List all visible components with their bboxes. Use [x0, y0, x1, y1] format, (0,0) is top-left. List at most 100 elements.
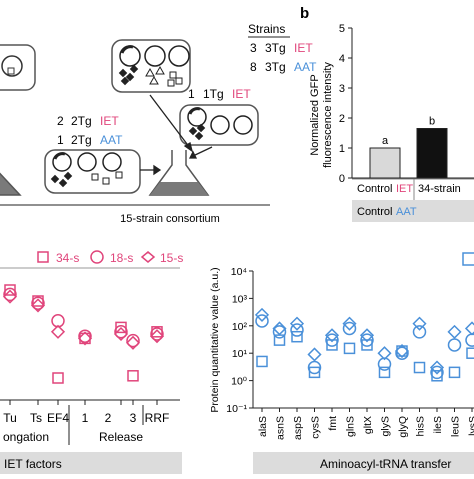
panel-d-tick-label: alaS: [257, 416, 269, 437]
panel-c: 34-s 18-s 15-s Tu Ts EF4 1 2 3 RRF ongation Re…: [0, 250, 183, 474]
legend-15s: 15-s: [160, 251, 183, 265]
panel-d-tick-label: leuS: [450, 416, 462, 437]
panel-d-tick-label: aspS: [292, 416, 304, 440]
table-row2-bg: [352, 200, 474, 222]
right-plate-cell-1: [187, 107, 207, 127]
left-plate-square: [7, 67, 15, 75]
point-glyQ: [395, 346, 409, 360]
strain-row-1-type: IET: [294, 41, 313, 55]
panel-d-tick-label: asnS: [275, 416, 287, 440]
panel-d-ylabel: Protein quantitative value (a.u.): [209, 267, 221, 412]
panel-c-footer: IET factors: [4, 457, 62, 471]
panel-b-ytick-label: 3: [339, 83, 345, 95]
point-18-s: [3, 287, 17, 302]
top-plate-cell-3: [168, 45, 190, 67]
left-plate: [0, 44, 36, 91]
point-aspS: [291, 330, 303, 343]
panel-d-tick-label: hisS: [415, 416, 427, 436]
panel-c-tick-label: EF4: [47, 411, 69, 425]
panel-d-tick-label: ileS: [432, 416, 444, 434]
mid-plate-cell-3: [102, 152, 122, 172]
right-row-count: 1: [188, 87, 195, 101]
mid-row-2-name: 2Tg: [71, 133, 92, 147]
top-plate-cell-1: [119, 45, 141, 67]
point-gltX: [360, 333, 374, 347]
panel-d-ytick-label: 10¹: [232, 348, 248, 360]
panel-b-marks: ab: [369, 116, 448, 179]
panel-c-tick-label: 2: [105, 411, 112, 425]
table-row1-label: Control: [357, 183, 392, 195]
panel-d-ytick-label: 10³: [232, 293, 248, 305]
right-row-type: IET: [232, 87, 251, 101]
bar-Control: [369, 147, 401, 179]
top-plate-open-colonies: [145, 65, 183, 87]
point-hisS: [412, 316, 427, 331]
panel-d-tick-label: fmt: [327, 416, 339, 431]
point-aspS: [290, 323, 304, 337]
panel-b-ytick-label: 2: [339, 113, 345, 125]
panel-c-tick-label: Tu: [3, 411, 17, 425]
strains-heading: Strains: [248, 22, 285, 36]
point-cysS: [307, 347, 322, 362]
point-glnS: [342, 316, 357, 331]
panel-b-label: b: [300, 5, 309, 22]
panel-c-tick-label: 1: [82, 411, 89, 425]
panel-d-ytick-label: 10⁰: [231, 376, 248, 388]
point-gltX: [359, 328, 375, 343]
point-lysS: [466, 347, 474, 359]
point-18-s: [126, 333, 140, 348]
point-15-s: [77, 331, 93, 346]
point-34-s: [127, 370, 139, 382]
strain-row-2-type: AAT: [294, 60, 317, 74]
panel-b-ytick-label: 5: [339, 23, 345, 35]
panel-d-ytick-label: 10²: [232, 321, 248, 333]
point-fmt: [324, 328, 340, 343]
point-aspS: [289, 316, 305, 331]
panel-c-tick-label: RRF: [145, 411, 170, 425]
panel-c-tick-label: Ts: [30, 411, 42, 425]
panel-d-tick-label: gltX: [362, 416, 374, 434]
strain-row-2-count: 8: [250, 60, 257, 74]
table-row1-tag: IET: [396, 183, 413, 195]
point-glyS: [377, 346, 392, 361]
panel-b-ytick-label: 1: [339, 143, 345, 155]
top-plate: [111, 39, 191, 93]
panel-b-ytick-label: 0: [339, 173, 345, 185]
mid-row-2-type: AAT: [100, 133, 123, 147]
point-15-s: [149, 329, 165, 344]
panel-d-marks: [254, 307, 474, 382]
point-fmt: [326, 339, 338, 351]
right-row-name: 1Tg: [203, 87, 224, 101]
mid-plate-black-colonies: [50, 171, 73, 188]
mid-plate: [44, 149, 141, 194]
panel-a: Strains 3 3Tg IET 8 3Tg AAT: [0, 22, 317, 225]
point-fmt: [325, 333, 339, 347]
point-18-s: [31, 296, 45, 310]
point-15-s: [113, 326, 129, 342]
panel-c-footer-bg: [0, 452, 182, 474]
arrows: [140, 94, 213, 176]
legend-34s: 34-s: [56, 251, 79, 265]
mid-row-2-count: 1: [57, 133, 64, 147]
right-plate-black-colonies: [188, 123, 206, 141]
point-15-s: [50, 324, 66, 339]
panel-d-ytick-label: 10⁴: [231, 266, 247, 278]
left-plate-cell: [1, 55, 23, 77]
group-label-elongation: ongation: [3, 430, 49, 444]
point-glnS: [342, 321, 357, 336]
panel-c-legend: 34-s 18-s 15-s: [37, 250, 183, 265]
point-glyS: [378, 366, 391, 379]
point-lysS: [464, 321, 474, 336]
top-plate-black-colonies: [118, 64, 139, 86]
consortium-label: 15-strain consortium: [120, 213, 220, 225]
point-asnS: [272, 325, 287, 339]
legend-square-icon-blue: [462, 252, 474, 266]
consortium-flask: [148, 150, 210, 196]
point-18-s: [78, 329, 92, 343]
panel-d-tick-label: cysS: [310, 416, 322, 439]
top-plate-cell-2: [144, 45, 166, 67]
legend-diamond-icon: [140, 251, 156, 263]
